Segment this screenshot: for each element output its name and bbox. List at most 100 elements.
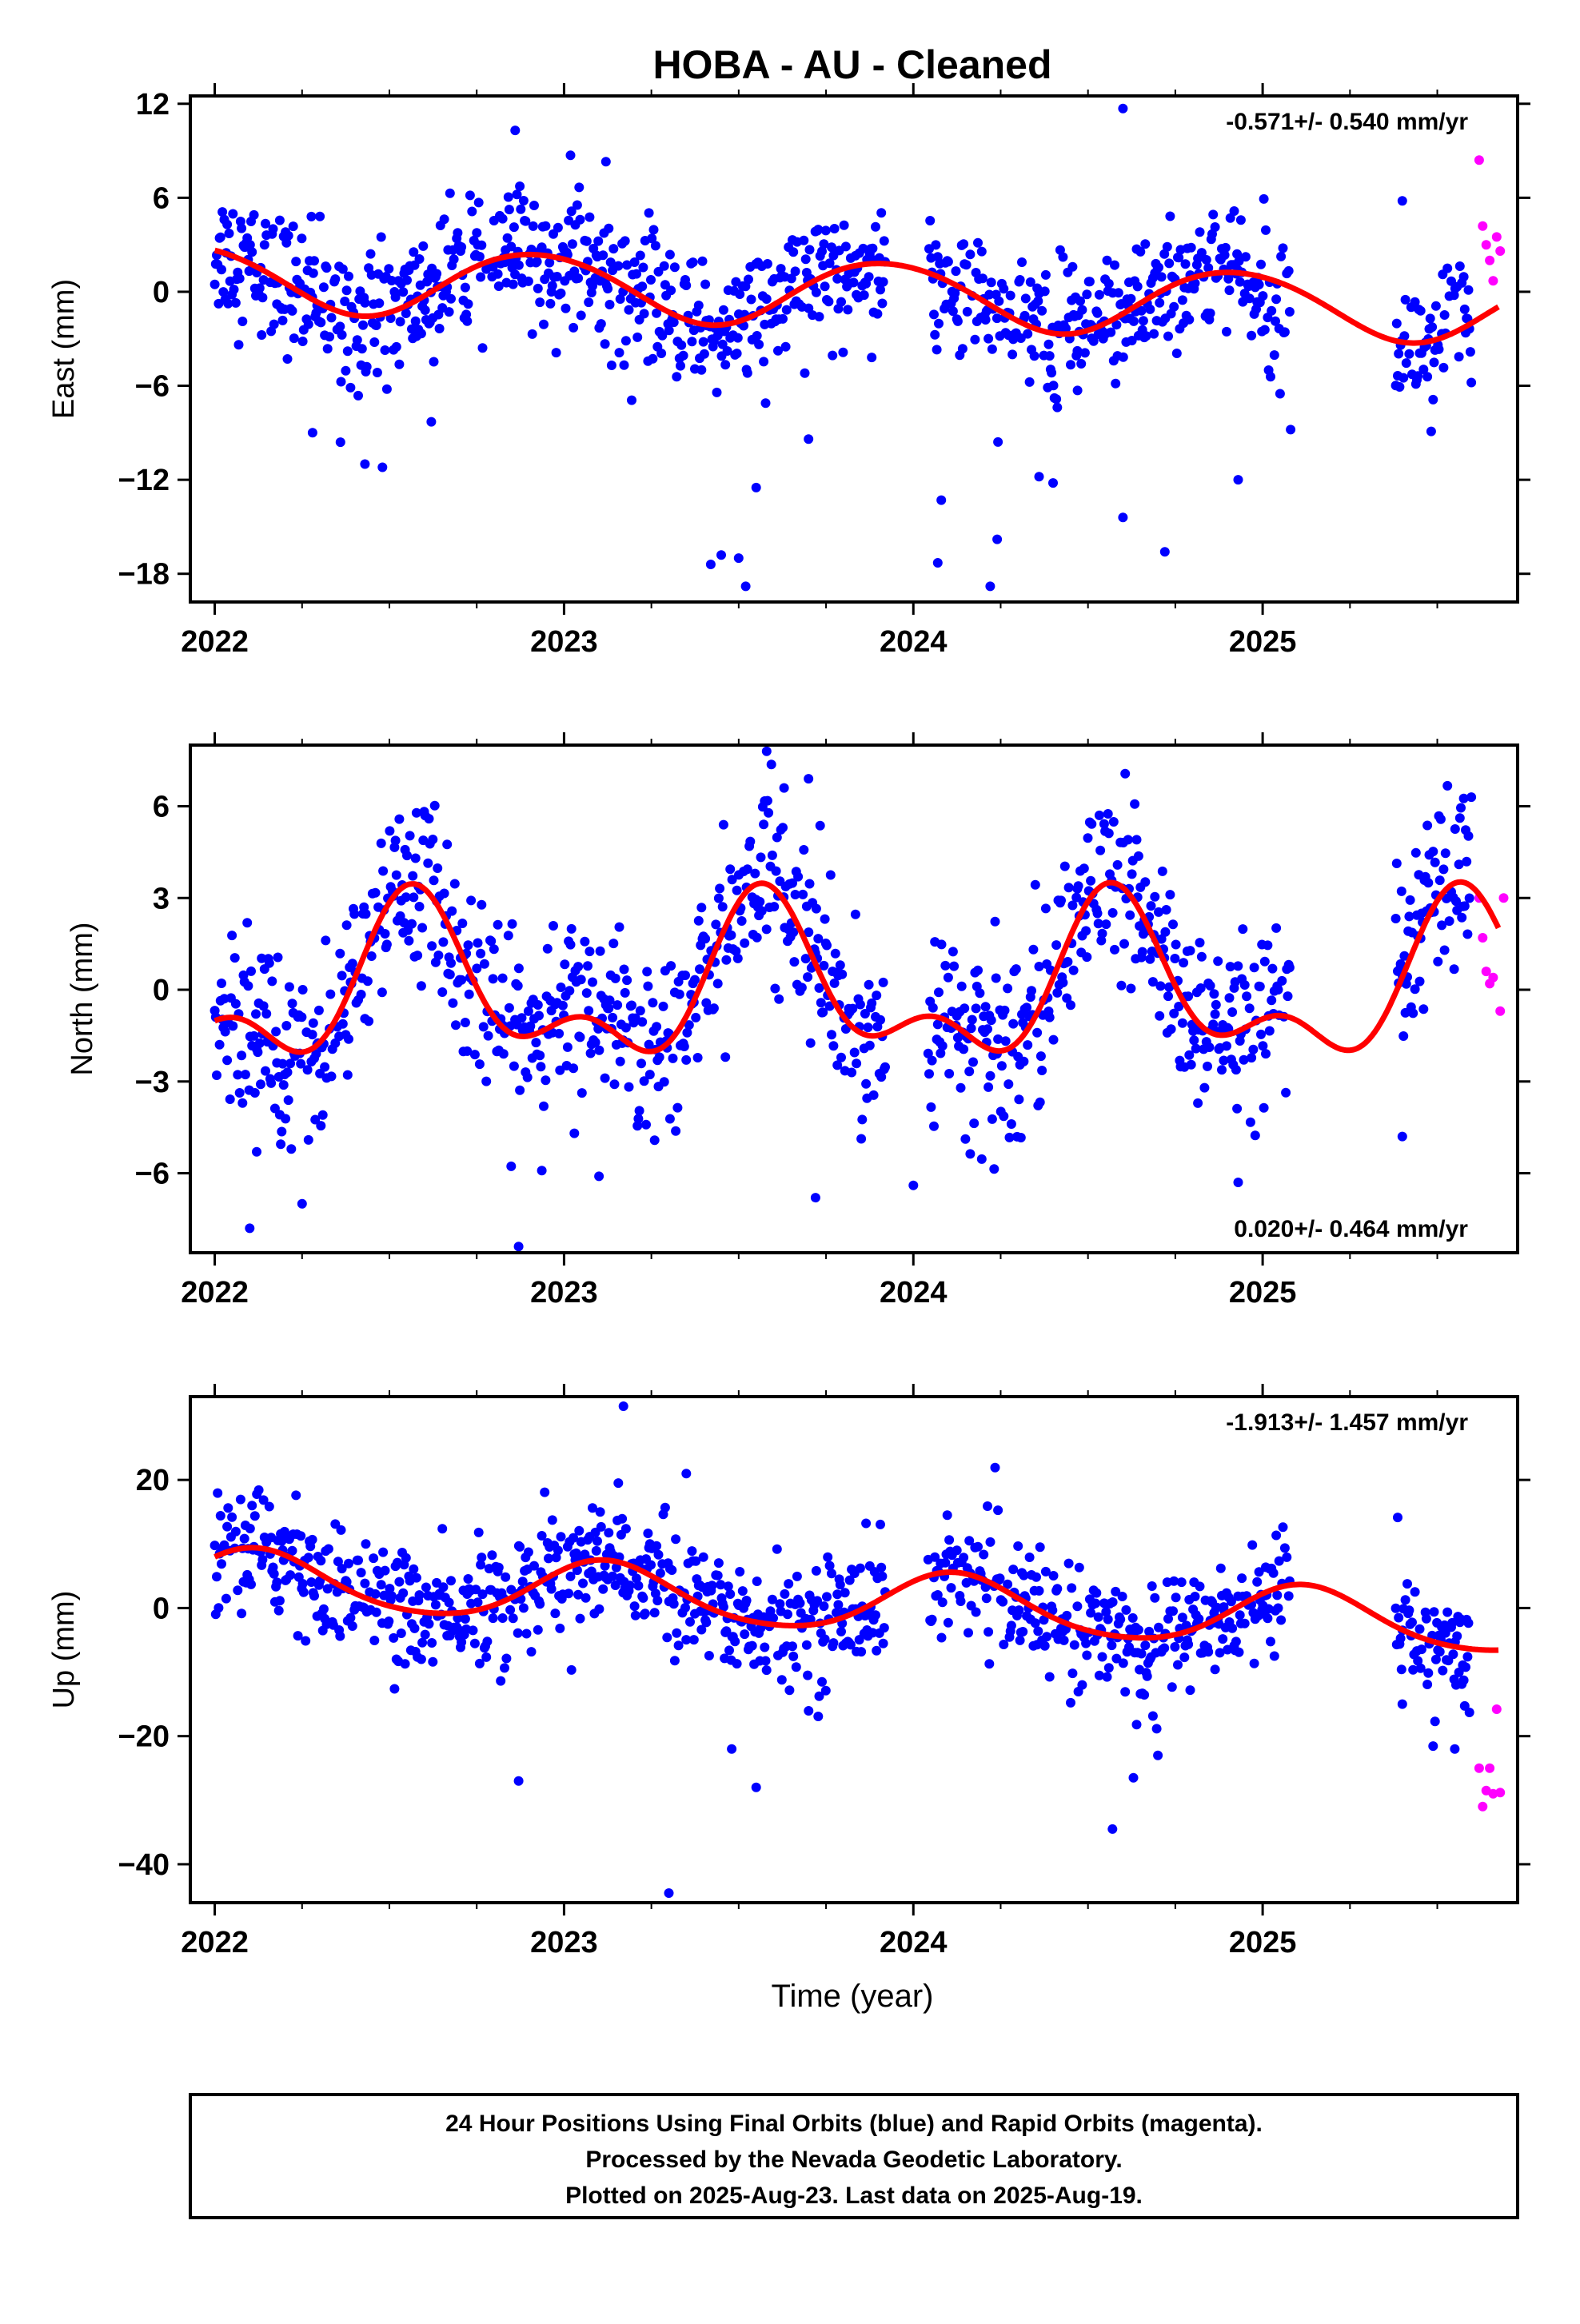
final-orbit-point bbox=[1394, 382, 1405, 392]
final-orbit-point bbox=[1094, 289, 1104, 300]
final-orbit-point bbox=[277, 315, 288, 325]
final-orbit-point bbox=[934, 318, 944, 329]
final-orbit-point bbox=[736, 916, 747, 926]
final-orbit-point bbox=[1163, 331, 1173, 341]
final-orbit-point bbox=[1434, 344, 1444, 354]
final-orbit-point bbox=[827, 1030, 836, 1040]
final-orbit-point bbox=[940, 1557, 951, 1568]
final-orbit-point bbox=[252, 1146, 261, 1157]
final-orbit-point bbox=[249, 1511, 260, 1521]
final-orbit-point bbox=[684, 1020, 694, 1030]
final-orbit-point bbox=[1066, 360, 1075, 370]
final-orbit-point bbox=[1391, 318, 1402, 329]
final-orbit-point bbox=[979, 1549, 989, 1560]
final-orbit-point bbox=[673, 1640, 684, 1651]
final-orbit-point bbox=[256, 1079, 265, 1090]
final-orbit-point bbox=[696, 1624, 707, 1635]
final-orbit-point bbox=[1414, 976, 1425, 987]
final-orbit-point bbox=[1151, 1724, 1162, 1734]
final-orbit-point bbox=[608, 244, 619, 254]
final-orbit-point bbox=[286, 1144, 297, 1154]
final-orbit-point bbox=[529, 1561, 539, 1571]
final-orbit-point bbox=[654, 1052, 664, 1062]
final-orbit-point bbox=[836, 297, 846, 307]
final-orbit-point bbox=[1154, 1622, 1163, 1632]
final-orbit-point bbox=[1256, 1029, 1266, 1039]
final-orbit-point bbox=[249, 209, 259, 220]
final-orbit-point bbox=[409, 892, 419, 903]
final-orbit-point bbox=[1195, 1581, 1205, 1592]
final-orbit-point bbox=[1271, 1530, 1282, 1541]
final-orbit-point bbox=[791, 1662, 801, 1672]
final-orbit-point bbox=[600, 1561, 610, 1571]
final-orbit-point bbox=[287, 1545, 297, 1556]
final-orbit-point bbox=[476, 948, 486, 959]
final-orbit-point bbox=[544, 1553, 553, 1564]
final-orbit-point bbox=[756, 852, 766, 863]
final-orbit-point bbox=[473, 1597, 483, 1608]
final-orbit-point bbox=[725, 1589, 736, 1599]
final-orbit-point bbox=[1232, 1103, 1243, 1114]
final-orbit-point bbox=[287, 999, 297, 1009]
final-orbit-point bbox=[297, 233, 307, 244]
final-orbit-point bbox=[1047, 368, 1057, 378]
final-orbit-point bbox=[693, 301, 704, 310]
final-orbit-point bbox=[1258, 291, 1268, 301]
final-orbit-point bbox=[1464, 893, 1474, 903]
final-orbit-point bbox=[987, 344, 997, 354]
final-orbit-point bbox=[502, 233, 513, 243]
final-orbit-point bbox=[489, 944, 499, 955]
final-orbit-point bbox=[964, 1536, 975, 1546]
final-orbit-point bbox=[264, 1501, 274, 1512]
final-orbit-point bbox=[562, 1042, 573, 1052]
final-orbit-point bbox=[879, 236, 889, 246]
final-orbit-point bbox=[377, 462, 388, 472]
final-orbit-point bbox=[1205, 308, 1215, 318]
final-orbit-point bbox=[1039, 1615, 1049, 1625]
final-orbit-point bbox=[323, 1544, 333, 1554]
final-orbit-point bbox=[453, 228, 463, 238]
final-orbit-point bbox=[212, 1572, 221, 1582]
final-orbit-point bbox=[518, 1603, 529, 1613]
final-orbit-point bbox=[518, 196, 529, 205]
final-orbit-point bbox=[215, 232, 225, 242]
final-orbit-point bbox=[1069, 1640, 1079, 1650]
final-orbit-point bbox=[1023, 329, 1033, 339]
final-orbit-point bbox=[424, 1619, 434, 1629]
final-orbit-point bbox=[604, 300, 615, 309]
final-orbit-point bbox=[1103, 278, 1114, 289]
final-orbit-point bbox=[811, 903, 821, 914]
final-orbit-point bbox=[721, 955, 732, 965]
final-orbit-point bbox=[788, 1641, 797, 1652]
final-orbit-point bbox=[1059, 861, 1070, 871]
final-orbit-point bbox=[760, 1656, 771, 1666]
rapid-orbit-point bbox=[1474, 155, 1484, 165]
final-orbit-point bbox=[818, 1007, 828, 1018]
final-orbit-point bbox=[308, 1018, 318, 1028]
final-orbit-point bbox=[798, 889, 808, 899]
final-orbit-point bbox=[619, 964, 629, 975]
final-orbit-point bbox=[247, 247, 257, 257]
final-orbit-point bbox=[409, 1623, 420, 1633]
final-orbit-point bbox=[1111, 1586, 1121, 1597]
final-orbit-point bbox=[1140, 877, 1151, 887]
final-orbit-point bbox=[613, 1478, 624, 1489]
final-orbit-point bbox=[257, 293, 268, 303]
final-orbit-point bbox=[1430, 301, 1441, 311]
final-orbit-point bbox=[306, 211, 317, 221]
final-orbit-point bbox=[942, 1510, 952, 1521]
final-orbit-point bbox=[448, 998, 458, 1008]
final-orbit-point bbox=[766, 759, 776, 770]
final-orbit-point bbox=[1006, 1620, 1016, 1631]
final-orbit-point bbox=[1154, 907, 1163, 917]
final-orbit-point bbox=[1141, 331, 1151, 341]
rapid-orbit-point bbox=[1478, 1801, 1488, 1812]
final-orbit-point bbox=[477, 240, 487, 250]
final-orbit-point bbox=[217, 207, 228, 217]
final-orbit-point bbox=[717, 339, 728, 349]
final-orbit-point bbox=[1267, 305, 1277, 316]
final-orbit-point bbox=[1398, 1031, 1409, 1041]
final-orbit-point bbox=[624, 1581, 635, 1591]
final-orbit-point bbox=[653, 1549, 664, 1560]
final-orbit-point bbox=[643, 981, 653, 991]
